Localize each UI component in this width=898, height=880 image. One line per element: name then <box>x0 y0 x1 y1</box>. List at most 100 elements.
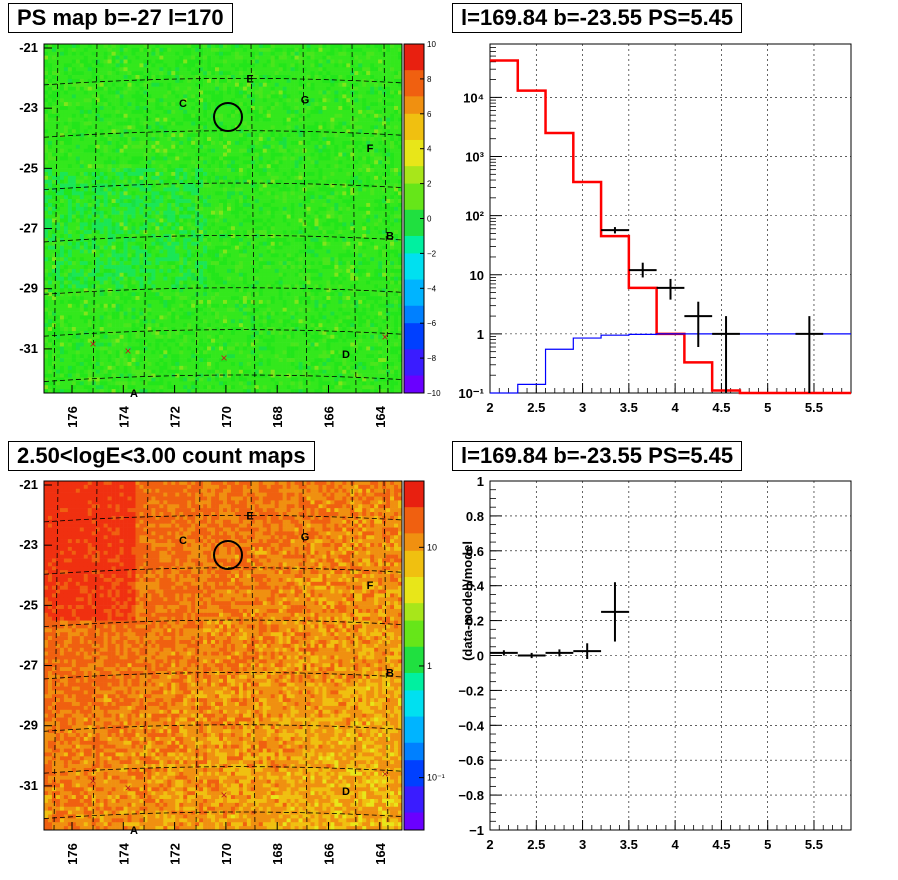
map-pixel <box>95 315 100 320</box>
map-pixel <box>87 342 93 347</box>
map-pixel <box>167 323 172 328</box>
map-pixel <box>111 206 116 212</box>
map-pixel <box>63 303 69 308</box>
map-pixel <box>143 206 148 212</box>
map-pixel <box>219 315 224 320</box>
map-pixel <box>103 75 108 80</box>
map-pixel <box>230 63 236 68</box>
map-pixel <box>223 230 228 235</box>
map-pixel <box>258 140 264 146</box>
map-pixel <box>191 276 196 281</box>
map-pixel <box>242 183 248 188</box>
map-pixel <box>51 272 57 277</box>
map-pixel <box>147 296 152 301</box>
map-pixel <box>147 241 152 246</box>
map-pixel <box>203 175 208 181</box>
map-pixel <box>211 106 216 111</box>
map-pixel <box>71 113 77 118</box>
map-pixel <box>234 245 240 250</box>
map-pixel <box>135 284 140 289</box>
map-pixel <box>87 381 93 386</box>
map-pixel <box>87 272 93 277</box>
map-pixel <box>155 94 160 99</box>
map-pixel <box>179 338 184 343</box>
map-pixel <box>238 63 244 68</box>
map-pixel <box>155 268 160 274</box>
map-pixel <box>71 187 77 192</box>
map-pixel <box>230 222 236 227</box>
map-pixel <box>83 179 89 184</box>
map-pixel <box>187 78 192 84</box>
map-pixel <box>187 237 192 243</box>
map-pixel <box>95 121 100 126</box>
map-pixel <box>262 47 268 53</box>
map-pixel <box>123 160 128 165</box>
map-pixel <box>246 315 252 320</box>
map-pixel <box>103 245 108 250</box>
map-pixel <box>159 156 164 161</box>
map-pixel <box>175 268 180 274</box>
map-pixel <box>111 222 116 227</box>
map-pixel <box>91 75 97 80</box>
map-pixel <box>254 55 260 60</box>
map-pixel <box>199 249 204 254</box>
map-pixel <box>119 160 124 165</box>
map-pixel <box>191 214 196 219</box>
map-pixel <box>223 106 228 111</box>
map-pixel <box>135 265 140 270</box>
map-pixel <box>63 268 69 274</box>
map-pixel <box>258 199 264 204</box>
map-pixel <box>83 214 89 219</box>
map-pixel <box>91 117 97 122</box>
map-pixel <box>219 272 224 277</box>
map-pixel <box>203 98 208 103</box>
map-pixel <box>87 334 93 340</box>
map-pixel <box>183 117 188 122</box>
map-pixel <box>147 137 152 142</box>
map-pixel <box>95 44 100 49</box>
map-pixel <box>55 358 61 363</box>
map-pixel <box>215 230 220 235</box>
map-pixel <box>207 117 212 122</box>
map-pixel <box>246 47 252 53</box>
map-pixel <box>191 199 196 204</box>
map-pixel <box>199 214 204 219</box>
map-pixel <box>111 175 116 181</box>
map-pixel <box>262 202 268 208</box>
map-pixel <box>79 276 85 281</box>
map-pixel <box>95 361 100 367</box>
map-pixel <box>59 292 65 297</box>
map-pixel <box>175 171 180 177</box>
map-pixel <box>51 175 57 181</box>
map-pixel <box>115 230 120 235</box>
map-pixel <box>59 241 65 246</box>
map-pixel <box>167 125 172 130</box>
map-pixel <box>242 365 248 371</box>
map-pixel <box>175 148 180 153</box>
map-pixel <box>207 113 212 118</box>
map-pixel <box>195 94 200 99</box>
map-pixel <box>195 175 200 181</box>
map-pixel <box>238 284 244 289</box>
map-pixel <box>226 113 232 118</box>
map-pixel <box>44 121 49 126</box>
map-pixel <box>127 373 132 378</box>
map-pixel <box>79 206 85 212</box>
map-pixel <box>171 265 176 270</box>
map-pixel <box>258 237 264 243</box>
map-pixel <box>103 168 108 173</box>
map-pixel <box>123 90 128 95</box>
map-pixel <box>151 148 156 153</box>
map-pixel <box>183 272 188 277</box>
map-pixel <box>119 98 124 103</box>
map-pixel <box>111 361 116 367</box>
map-pixel <box>75 311 81 316</box>
map-pixel <box>211 342 216 347</box>
map-pixel <box>195 191 200 196</box>
map-pixel <box>187 369 192 374</box>
map-pixel <box>211 385 216 390</box>
map-pixel <box>44 195 49 200</box>
map-pixel <box>155 214 160 219</box>
map-pixel <box>115 106 120 111</box>
map-pixel <box>135 129 140 134</box>
